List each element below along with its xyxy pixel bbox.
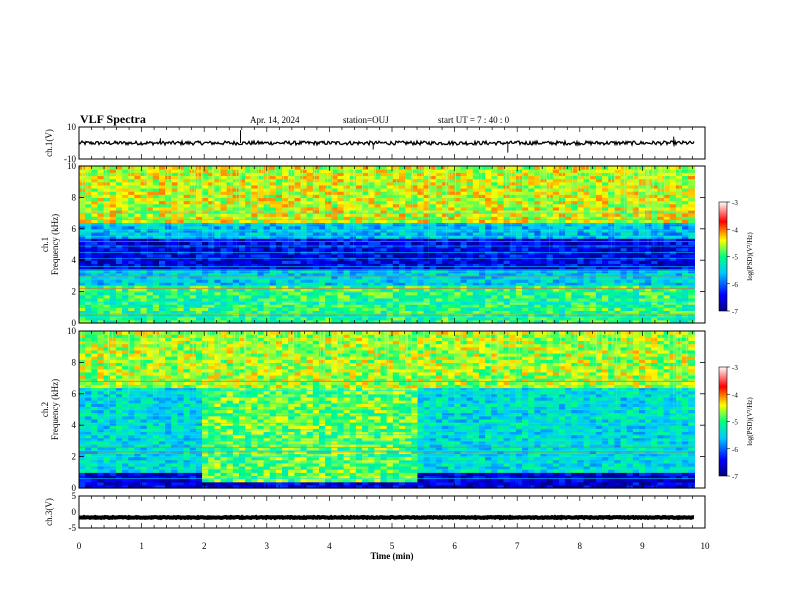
ch2-spectrogram-ytick-0: 0 — [72, 483, 77, 493]
ch2-spectrogram-ytick-5: 10 — [67, 326, 77, 336]
x-tick-1: 1 — [139, 541, 144, 551]
x-tick-0: 0 — [77, 541, 82, 551]
start-time-label: start UT = 7 : 40 : 0 — [438, 115, 510, 125]
ch1-waveform-ytick-0: 10 — [67, 122, 77, 132]
ch2-spectrogram-ytick-3: 6 — [72, 389, 77, 399]
ch1-spectrogram-ytick-3: 6 — [72, 224, 77, 234]
ch1-spectrogram-cb-label: log(PSD)(V²/Hz) — [746, 232, 754, 281]
ch3-waveform-ylabel: ch.3(V) — [44, 498, 54, 526]
ch2-spectrogram-cb-tick-2: -5 — [732, 419, 738, 427]
ch2-spectrogram-cb-tick-4: -7 — [732, 473, 738, 481]
x-tick-10: 10 — [701, 541, 711, 551]
ch1-waveform-ytick-1: -10 — [64, 154, 76, 164]
x-tick-6: 6 — [452, 541, 457, 551]
ch2-spectrogram-colorbar — [718, 366, 728, 477]
ch1-spectrogram-ytick-2: 4 — [72, 255, 77, 265]
ch2-spectrogram-ytick-4: 8 — [72, 357, 77, 367]
ch1-waveform-trace — [78, 138, 695, 148]
ch3-waveform-ytick-2: -5 — [69, 523, 77, 533]
x-tick-2: 2 — [202, 541, 207, 551]
ch1-spectrogram-ytick-0: 0 — [72, 318, 77, 328]
ch2-spectrogram-cb-tick-1: -4 — [732, 391, 738, 399]
ch1-spectrogram-cb-tick-4: -7 — [732, 308, 738, 316]
station-label: station=OUJ — [343, 115, 389, 125]
ch1-spectrogram-ylabel: Frequency (kHz) — [50, 214, 60, 275]
x-tick-3: 3 — [265, 541, 270, 551]
ch1-waveform-ylabel: ch.1(V) — [44, 129, 54, 157]
ch3-waveform-ytick-0: 5 — [72, 491, 77, 501]
ch1-spectrogram-cb-tick-3: -6 — [732, 281, 738, 289]
x-tick-4: 4 — [327, 541, 332, 551]
ch3-waveform-ytick-1: 0 — [72, 507, 77, 517]
x-tick-9: 9 — [640, 541, 645, 551]
ch1-spectrogram-ytick-5: 10 — [67, 161, 77, 171]
ch2-spectrogram-cells — [79, 331, 695, 489]
x-tick-5: 5 — [390, 541, 395, 551]
ch2-spectrogram-cb-tick-3: -6 — [732, 446, 738, 454]
ch2-spectrogram-ylabel: Frequency (kHz) — [50, 379, 60, 440]
ch2-spectrogram-ytick-2: 4 — [72, 420, 77, 430]
x-axis-label: Time (min) — [370, 551, 413, 561]
ch1-spectrogram-cb-tick-2: -5 — [732, 254, 738, 262]
ch2-spectrogram-cb-tick-0: -3 — [732, 364, 738, 372]
date-label: Apr. 14, 2024 — [250, 115, 300, 125]
ch2-spectrogram-ylabel-ch: ch.2 — [40, 402, 50, 417]
ch1-spectrogram-cb-tick-0: -3 — [732, 199, 738, 207]
ch1-spectrogram-colorbar — [718, 201, 728, 312]
ch1-spectrogram-ylabel-ch: ch.1 — [40, 237, 50, 252]
ch3-waveform-trace — [78, 514, 695, 521]
ch2-spectrogram-cb-label: log(PSD)(V²/Hz) — [746, 397, 754, 446]
ch1-spectrogram-cb-tick-1: -4 — [732, 226, 738, 234]
ch2-spectrogram-ytick-1: 2 — [72, 452, 77, 462]
x-tick-8: 8 — [578, 541, 583, 551]
ch1-spectrogram-ytick-4: 8 — [72, 192, 77, 202]
x-tick-7: 7 — [515, 541, 520, 551]
chart-title: VLF Spectra — [80, 112, 146, 126]
ch1-spectrogram-ytick-1: 2 — [72, 287, 77, 297]
ch1-spectrogram-cells — [79, 166, 695, 324]
